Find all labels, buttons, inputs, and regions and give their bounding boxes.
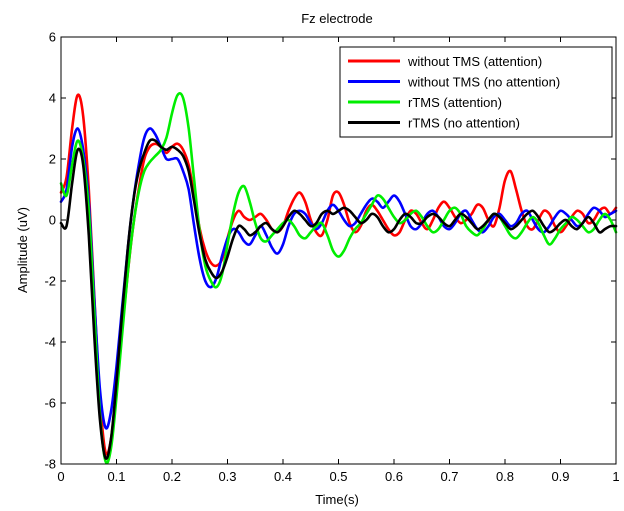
x-tick-label: 0.9 bbox=[551, 469, 569, 484]
x-tick-label: 1 bbox=[612, 469, 619, 484]
y-tick-label: -2 bbox=[44, 274, 56, 289]
y-tick-label: 2 bbox=[49, 152, 56, 167]
legend-label: without TMS (no attention) bbox=[407, 75, 560, 90]
x-tick-label: 0.6 bbox=[385, 469, 403, 484]
plot-area bbox=[59, 92, 618, 465]
x-tick-label: 0.5 bbox=[329, 469, 347, 484]
axis-ticks: 0 0.1 0.2 0.3 0.4 0.5 0.6 0.7 0.8 0.9 1 -8 -6 -4 -2 0 2 4… bbox=[44, 30, 619, 485]
y-tick-label: 6 bbox=[49, 30, 56, 45]
y-axis-label: Amplitude (uV) bbox=[15, 207, 30, 293]
y-tick-label: -6 bbox=[44, 396, 56, 411]
legend: without TMS (attention) without TMS (no a… bbox=[339, 46, 613, 138]
y-tick-label: -8 bbox=[44, 457, 56, 472]
x-tick-label: 0 bbox=[57, 469, 64, 484]
x-tick-label: 0.1 bbox=[107, 469, 125, 484]
x-tick-label: 0.4 bbox=[274, 469, 292, 484]
legend-label: without TMS (attention) bbox=[407, 54, 542, 69]
axes-frame bbox=[60, 36, 617, 465]
legend-label: rTMS (no attention) bbox=[408, 116, 520, 131]
x-axis-label: Time(s) bbox=[315, 492, 359, 507]
y-tick-label: 4 bbox=[49, 91, 56, 106]
chart-title: Fz electrode bbox=[301, 11, 373, 26]
series-line-3 bbox=[59, 92, 618, 465]
series-line-4 bbox=[59, 138, 618, 460]
y-tick-label: -4 bbox=[44, 335, 56, 350]
x-tick-label: 0.2 bbox=[163, 469, 181, 484]
y-tick-label: 0 bbox=[49, 213, 56, 228]
x-tick-label: 0.3 bbox=[218, 469, 236, 484]
legend-label: rTMS (attention) bbox=[408, 95, 502, 110]
x-tick-label: 0.7 bbox=[440, 469, 458, 484]
x-tick-label: 0.8 bbox=[496, 469, 514, 484]
